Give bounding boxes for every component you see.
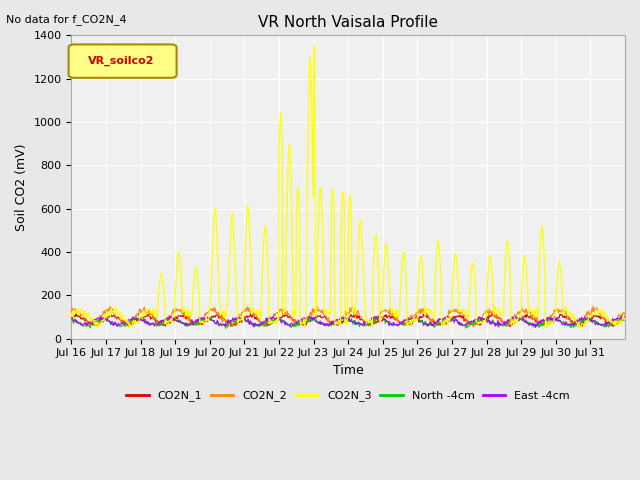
CO2N_2: [234, 314, 242, 320]
North -4cm: [132, 317, 140, 323]
CO2N_1: [621, 313, 629, 319]
Title: VR North Vaisala Profile: VR North Vaisala Profile: [258, 15, 438, 30]
North -4cm: [284, 320, 291, 326]
CO2N_3: [125, 325, 133, 331]
East -4cm: [532, 324, 540, 330]
CO2N_3: [68, 313, 76, 319]
Line: CO2N_3: CO2N_3: [72, 46, 625, 328]
FancyBboxPatch shape: [68, 45, 177, 78]
CO2N_2: [405, 314, 413, 320]
North -4cm: [438, 319, 445, 324]
CO2N_1: [125, 324, 132, 330]
North -4cm: [222, 325, 230, 331]
Line: CO2N_2: CO2N_2: [72, 306, 625, 327]
Text: No data for f_CO2N_4: No data for f_CO2N_4: [6, 14, 127, 25]
CO2N_1: [284, 312, 291, 318]
Legend: CO2N_1, CO2N_2, CO2N_3, North -4cm, East -4cm: CO2N_1, CO2N_2, CO2N_3, North -4cm, East…: [122, 386, 575, 406]
CO2N_3: [621, 315, 629, 321]
CO2N_1: [262, 320, 270, 326]
CO2N_1: [488, 311, 496, 316]
North -4cm: [68, 316, 76, 322]
CO2N_1: [133, 317, 141, 323]
East -4cm: [132, 315, 140, 321]
East -4cm: [166, 313, 173, 319]
CO2N_2: [68, 310, 76, 315]
East -4cm: [284, 322, 291, 328]
Line: CO2N_1: CO2N_1: [72, 313, 625, 327]
CO2N_1: [437, 322, 445, 328]
North -4cm: [371, 314, 379, 320]
CO2N_3: [310, 43, 317, 49]
North -4cm: [621, 316, 629, 322]
CO2N_1: [406, 321, 413, 327]
CO2N_2: [132, 313, 140, 319]
East -4cm: [437, 316, 445, 322]
Line: East -4cm: East -4cm: [72, 316, 625, 327]
CO2N_2: [470, 324, 477, 330]
CO2N_2: [589, 303, 597, 309]
North -4cm: [235, 317, 243, 323]
East -4cm: [621, 315, 629, 321]
CO2N_2: [621, 312, 629, 317]
Line: North -4cm: North -4cm: [72, 317, 625, 328]
CO2N_3: [262, 232, 270, 238]
East -4cm: [68, 314, 76, 320]
East -4cm: [406, 317, 413, 323]
CO2N_1: [68, 315, 76, 321]
CO2N_3: [235, 317, 243, 323]
CO2N_1: [235, 319, 243, 325]
East -4cm: [235, 314, 243, 320]
CO2N_3: [133, 320, 141, 325]
North -4cm: [407, 317, 415, 323]
CO2N_2: [436, 321, 444, 326]
X-axis label: Time: Time: [333, 364, 364, 377]
East -4cm: [262, 315, 270, 321]
Y-axis label: Soil CO2 (mV): Soil CO2 (mV): [15, 143, 28, 231]
CO2N_3: [438, 323, 445, 329]
North -4cm: [262, 320, 270, 326]
CO2N_3: [284, 197, 291, 203]
CO2N_2: [262, 323, 269, 329]
CO2N_2: [283, 312, 291, 318]
CO2N_3: [407, 318, 415, 324]
Text: VR_soilco2: VR_soilco2: [88, 56, 154, 66]
